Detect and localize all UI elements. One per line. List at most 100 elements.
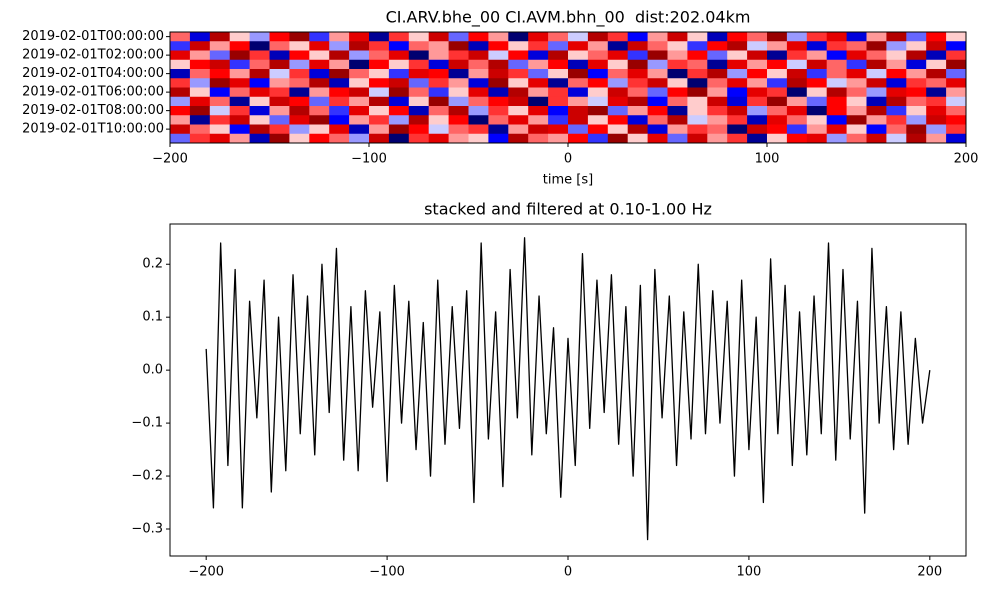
heatmap-cell (707, 41, 728, 51)
heatmap-cell (946, 106, 967, 116)
heatmap-cell (707, 69, 728, 79)
heatmap-cell (309, 32, 330, 42)
heatmap-cell (667, 124, 688, 135)
heatmap-cell (448, 69, 469, 79)
heatmap-cell (946, 69, 967, 79)
heatmap-cell (786, 32, 808, 42)
heatmap-cell (269, 133, 290, 144)
heatmap-cell (886, 115, 907, 125)
heatmap-cell (826, 32, 847, 42)
heatmap-cell (667, 78, 688, 88)
heatmap-cell (508, 133, 529, 144)
heatmap-cell (428, 124, 449, 135)
heatmap-cell (369, 115, 390, 125)
heatmap-cell (846, 133, 867, 144)
heatmap-cell (587, 59, 609, 70)
heatmap-cell (508, 106, 529, 116)
heatmap-cell (926, 41, 947, 51)
heatmap-cell (229, 87, 250, 98)
heatmap-cell (926, 96, 947, 107)
heatmap-cell (408, 32, 430, 42)
heatmap-cell (229, 124, 250, 135)
heatmap-cell (488, 106, 509, 116)
heatmap-cell (209, 133, 231, 144)
x-tick-label: −100 (369, 565, 405, 580)
heatmap-cell (170, 50, 191, 61)
heatmap-cell (289, 133, 310, 144)
heatmap-cell (647, 59, 668, 70)
heatmap-cell (767, 50, 788, 61)
x-tick-label: −200 (152, 152, 188, 167)
heatmap-cell (568, 78, 589, 88)
heatmap-cell (329, 106, 350, 116)
heatmap-cell (170, 106, 191, 116)
heatmap-cell (747, 106, 768, 116)
heatmap-cell (687, 41, 708, 51)
heatmap-cell (349, 59, 370, 70)
heatmap-cell (309, 133, 330, 144)
heatmap-cell (189, 78, 211, 88)
heatmap-cell (249, 96, 270, 107)
heatmap-cell (707, 106, 728, 116)
heatmap-cell (727, 133, 748, 144)
heatmap-cell (170, 124, 191, 135)
heatmap-cell (448, 78, 469, 88)
heatmap-cell (468, 124, 489, 135)
heatmap-cell (508, 59, 529, 70)
heatmap-cell (687, 106, 708, 116)
heatmap-cell (866, 50, 887, 61)
heatmap-cell (866, 41, 887, 51)
heatmap-cell (846, 106, 867, 116)
heatmap-cell (528, 32, 549, 42)
heatmap-cell (508, 41, 529, 51)
heatmap-cell (568, 50, 589, 61)
heatmap-cell (349, 50, 370, 61)
heatmap-cell (448, 32, 469, 42)
heatmap-cell (309, 124, 330, 135)
heatmap-cell (806, 87, 828, 98)
heatmap-cell (408, 69, 430, 79)
heatmap-cell (667, 59, 688, 70)
heatmap-cell (209, 59, 231, 70)
heatmap-cell (309, 41, 330, 51)
heatmap-cell (607, 59, 629, 70)
heatmap-cell (329, 87, 350, 98)
heatmap-cell (886, 59, 907, 70)
heatmap-cell (826, 124, 847, 135)
heatmap-cell (607, 124, 629, 135)
heatmap-cell (926, 87, 947, 98)
heatmap-cell (329, 78, 350, 88)
heatmap-cell (906, 87, 927, 98)
chart-title: CI.ARV.bhe_00 CI.AVM.bhn_00 dist:202.04k… (386, 8, 751, 28)
heatmap-cell (189, 124, 211, 135)
heatmap-cell (866, 87, 887, 98)
heatmap-cell (309, 106, 330, 116)
heatmap-cell (727, 78, 748, 88)
heatmap-cell (727, 32, 748, 42)
heatmap-cell (587, 133, 609, 144)
heatmap-cell (647, 106, 668, 116)
heatmap-cell (747, 78, 768, 88)
heatmap-cell (209, 106, 231, 116)
heatmap-cell (269, 124, 290, 135)
heatmap-cell (747, 69, 768, 79)
heatmap-cell (866, 69, 887, 79)
heatmap-cell (448, 50, 469, 61)
heatmap-cell (806, 78, 828, 88)
heatmap-cell (607, 106, 629, 116)
heatmap-cell (687, 50, 708, 61)
heatmap-cell (229, 50, 250, 61)
heatmap-cell (369, 96, 390, 107)
heatmap-cell (269, 59, 290, 70)
heatmap-cell (627, 32, 648, 42)
heatmap-cell (408, 124, 430, 135)
heatmap-cell (647, 32, 668, 42)
heatmap-cell (587, 115, 609, 125)
heatmap-cell (866, 78, 887, 88)
heatmap-cell (488, 115, 509, 125)
heatmap-cell (289, 96, 310, 107)
heatmap-cell (707, 78, 728, 88)
heatmap-cell (747, 87, 768, 98)
heatmap-cell (289, 41, 310, 51)
heatmap-cell (926, 78, 947, 88)
